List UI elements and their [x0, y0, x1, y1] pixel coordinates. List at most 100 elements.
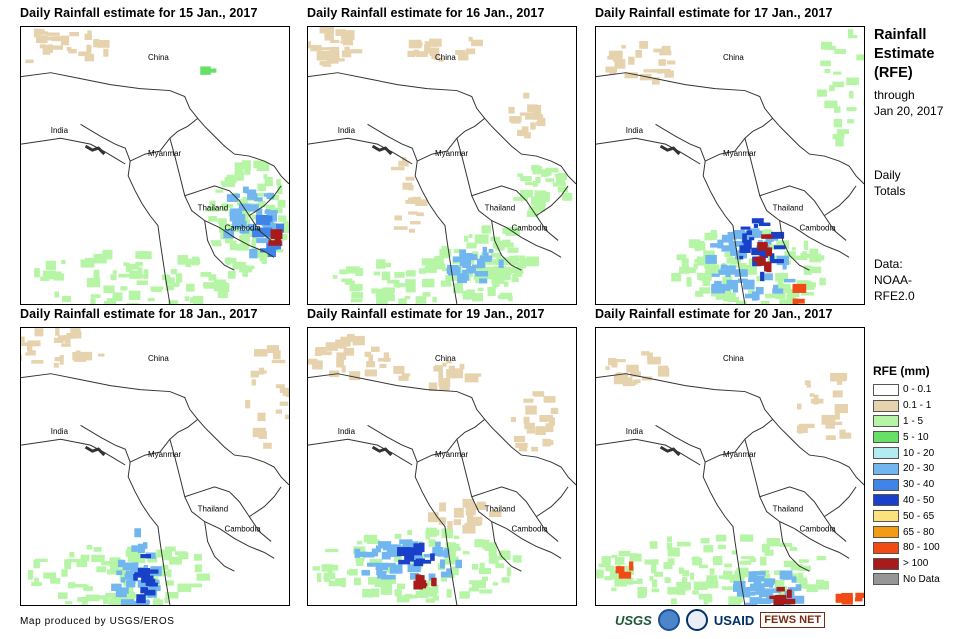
rain-cell: [316, 572, 322, 583]
rain-cell: [332, 274, 338, 279]
rain-cell: [459, 249, 467, 258]
rain-cell: [808, 266, 822, 274]
rain-cell: [543, 396, 556, 403]
legend-label: 0.1 - 1: [903, 400, 932, 412]
rain-cell: [208, 274, 217, 281]
rain-cell: [93, 546, 102, 552]
rain-cell: [649, 576, 654, 581]
rain-cell: [676, 541, 691, 547]
rain-cell: [432, 546, 444, 557]
panel-title: Daily Rainfall estimate for 20 Jan., 201…: [595, 307, 833, 321]
rain-cell: [676, 587, 686, 595]
rain-cell: [705, 580, 719, 589]
rain-cell: [678, 266, 690, 274]
rain-cell: [769, 578, 774, 586]
rain-cell: [800, 423, 815, 429]
country-border: [491, 521, 522, 572]
rain-cell: [740, 556, 755, 560]
rain-cell: [780, 272, 785, 280]
rain-cell: [276, 179, 281, 185]
rain-cell: [457, 273, 468, 284]
rain-cell: [536, 121, 546, 126]
rain-cell: [402, 542, 415, 548]
rain-cell: [748, 571, 758, 579]
rain-cell: [402, 182, 413, 190]
rain-cell: [739, 255, 744, 260]
panel-title: Daily Rainfall estimate for 17 Jan., 201…: [595, 6, 833, 20]
rain-cell: [120, 286, 128, 291]
rain-cell: [177, 583, 192, 592]
rain-cell: [258, 430, 267, 439]
rain-cell: [764, 273, 773, 281]
rain-cell: [523, 92, 530, 99]
rain-cell: [440, 571, 451, 578]
rain-cell: [321, 564, 334, 572]
rain-cell: [525, 256, 539, 267]
rain-cell: [93, 269, 100, 279]
rain-cell: [453, 519, 462, 526]
rain-cell: [630, 371, 641, 377]
rain-cell: [189, 583, 203, 588]
rain-cell: [723, 292, 736, 302]
rain-cell: [734, 269, 748, 277]
rain-cell: [389, 547, 402, 557]
rain-cell: [770, 259, 784, 264]
rain-cell: [452, 566, 459, 575]
rain-cell: [257, 412, 266, 422]
rain-cell: [760, 300, 770, 304]
rain-cell: [242, 186, 249, 193]
rain-cell: [847, 119, 855, 124]
rain-cell: [692, 590, 699, 595]
rain-cell: [466, 242, 477, 249]
rain-cell: [836, 129, 850, 134]
rain-cell: [639, 41, 649, 49]
rain-cell: [751, 247, 764, 256]
rain-cell: [263, 174, 268, 180]
rain-cell: [426, 587, 438, 597]
rain-cell: [192, 295, 204, 304]
rain-cell: [758, 583, 771, 587]
rain-cell: [98, 353, 105, 357]
rain-cell: [732, 584, 739, 592]
rain-cell: [635, 49, 642, 58]
rain-cell: [83, 586, 94, 591]
rain-cell: [398, 160, 409, 167]
rain-cell: [804, 240, 809, 250]
rain-cell: [373, 271, 380, 276]
rain-cell: [614, 577, 627, 587]
rain-cell: [27, 350, 36, 356]
rain-cell: [93, 39, 100, 48]
rain-cell: [404, 295, 411, 300]
rain-cell: [457, 51, 469, 61]
rain-cell: [753, 257, 760, 262]
rain-cell: [147, 297, 155, 302]
rain-cell: [751, 218, 764, 224]
rain-cell: [415, 590, 429, 598]
rain-cell: [538, 205, 546, 212]
rain-cell: [142, 542, 148, 549]
rain-cell: [661, 45, 671, 51]
map-frame: China India Myanmar Thailand Cambodia: [20, 327, 290, 606]
through-note: through Jan 20, 2017: [874, 87, 966, 119]
rain-cell: [653, 48, 665, 53]
sidebar-title-line: Estimate: [874, 46, 935, 62]
rain-cell: [768, 244, 776, 250]
rain-cell: [268, 240, 282, 246]
rain-cell: [657, 365, 669, 375]
rain-cell: [159, 569, 165, 577]
rain-cell: [54, 356, 63, 362]
rain-cell: [248, 204, 259, 212]
rain-cell: [501, 577, 510, 583]
country-label-cambodia: Cambodia: [799, 224, 836, 233]
map-credit: Map produced by USGS/EROS: [20, 616, 175, 627]
rain-cell: [765, 247, 773, 257]
rain-cell: [847, 29, 854, 38]
rain-cell: [69, 31, 80, 37]
rain-cell: [722, 586, 735, 591]
rain-cell: [448, 365, 456, 375]
rain-cell: [760, 271, 765, 282]
rain-cell: [43, 36, 56, 41]
rain-cell: [350, 298, 363, 303]
rain-cell: [66, 332, 74, 339]
rain-cell: [618, 571, 632, 579]
